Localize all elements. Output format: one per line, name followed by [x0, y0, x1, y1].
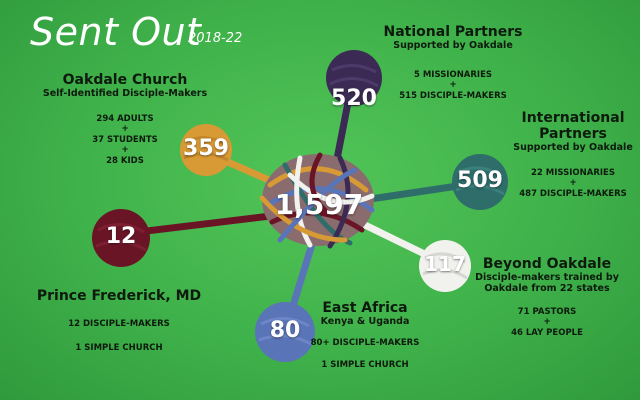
page-title: Sent Out — [30, 10, 202, 54]
east-africa-disciple-makers: 80+ DISCIPLE-MAKERS — [310, 338, 420, 348]
east-africa-subtitle: Kenya & Uganda — [320, 316, 410, 327]
ball-international — [452, 154, 508, 210]
beyond-subtitle-line1: Disciple-makers trained by — [475, 272, 619, 283]
east-africa-label: East Africa Kenya & Uganda 80+ DISCIPLE-… — [310, 300, 420, 371]
oakdale-title: Oakdale Church — [62, 72, 188, 88]
national-label: National Partners Supported by Oakdale 5… — [368, 24, 538, 102]
ball-prince — [92, 209, 150, 267]
international-number: 509 — [457, 168, 503, 193]
national-missionaries: 5 MISSIONARIES — [413, 70, 493, 80]
prince-label: Prince Frederick, MD 12 DISCIPLE-MAKERS … — [34, 288, 204, 354]
beyond-title: Beyond Oakdale — [482, 256, 612, 272]
international-missionaries: 22 MISSIONARIES — [531, 168, 615, 178]
prince-simple-church: 1 SIMPLE CHURCH — [75, 343, 163, 353]
beyond-lay-people: 46 LAY PEOPLE — [511, 328, 583, 338]
plus-sign: + — [569, 178, 577, 188]
international-label: International Partners Supported by Oakd… — [508, 110, 638, 200]
plus-sign: + — [449, 80, 457, 90]
plus-sign: + — [543, 317, 551, 327]
ball-oakdale — [180, 124, 232, 176]
east-africa-title: East Africa — [322, 300, 408, 316]
oakdale-kids: 28 KIDS — [106, 156, 144, 166]
total-number: 1,597 — [274, 188, 364, 221]
beyond-subtitle-line2: Oakdale from 22 states — [484, 283, 610, 294]
beyond-number: 117 — [424, 252, 466, 276]
ball-national — [326, 50, 382, 106]
oakdale-subtitle: Self-Identified Disciple-Makers — [42, 88, 208, 99]
national-title: National Partners — [383, 24, 523, 40]
international-subtitle: Supported by Oakdale — [513, 142, 633, 153]
ball-beyond — [419, 240, 471, 292]
beyond-label: Beyond Oakdale Disciple-makers trained b… — [472, 256, 622, 339]
oakdale-label: Oakdale Church Self-Identified Disciple-… — [40, 72, 210, 167]
national-subtitle: Supported by Oakdale — [393, 40, 513, 51]
national-disciple-makers: 515 DISCIPLE-MAKERS — [399, 91, 507, 101]
oakdale-students: 37 STUDENTS — [92, 135, 158, 145]
beyond-pastors: 71 PASTORS — [517, 307, 577, 317]
prince-title: Prince Frederick, MD — [36, 288, 202, 304]
plus-sign: + — [121, 124, 129, 134]
prince-disciple-makers: 12 DISCIPLE-MAKERS — [68, 319, 170, 329]
east-africa-simple-church: 1 SIMPLE CHURCH — [321, 360, 409, 370]
oakdale-adults: 294 ADULTS — [96, 114, 154, 124]
oakdale-number: 359 — [183, 136, 229, 161]
page-years: 2018-22 — [188, 31, 243, 46]
international-disciple-makers: 487 DISCIPLE-MAKERS — [519, 189, 627, 199]
international-title-line2: Partners — [539, 126, 607, 142]
ball-east-africa — [255, 302, 315, 362]
national-number: 520 — [331, 86, 377, 111]
center-yarn-ball — [259, 152, 375, 249]
prince-number: 12 — [105, 224, 137, 249]
east-africa-number: 80 — [269, 318, 301, 343]
international-title-line1: International — [521, 110, 625, 126]
plus-sign: + — [121, 145, 129, 155]
